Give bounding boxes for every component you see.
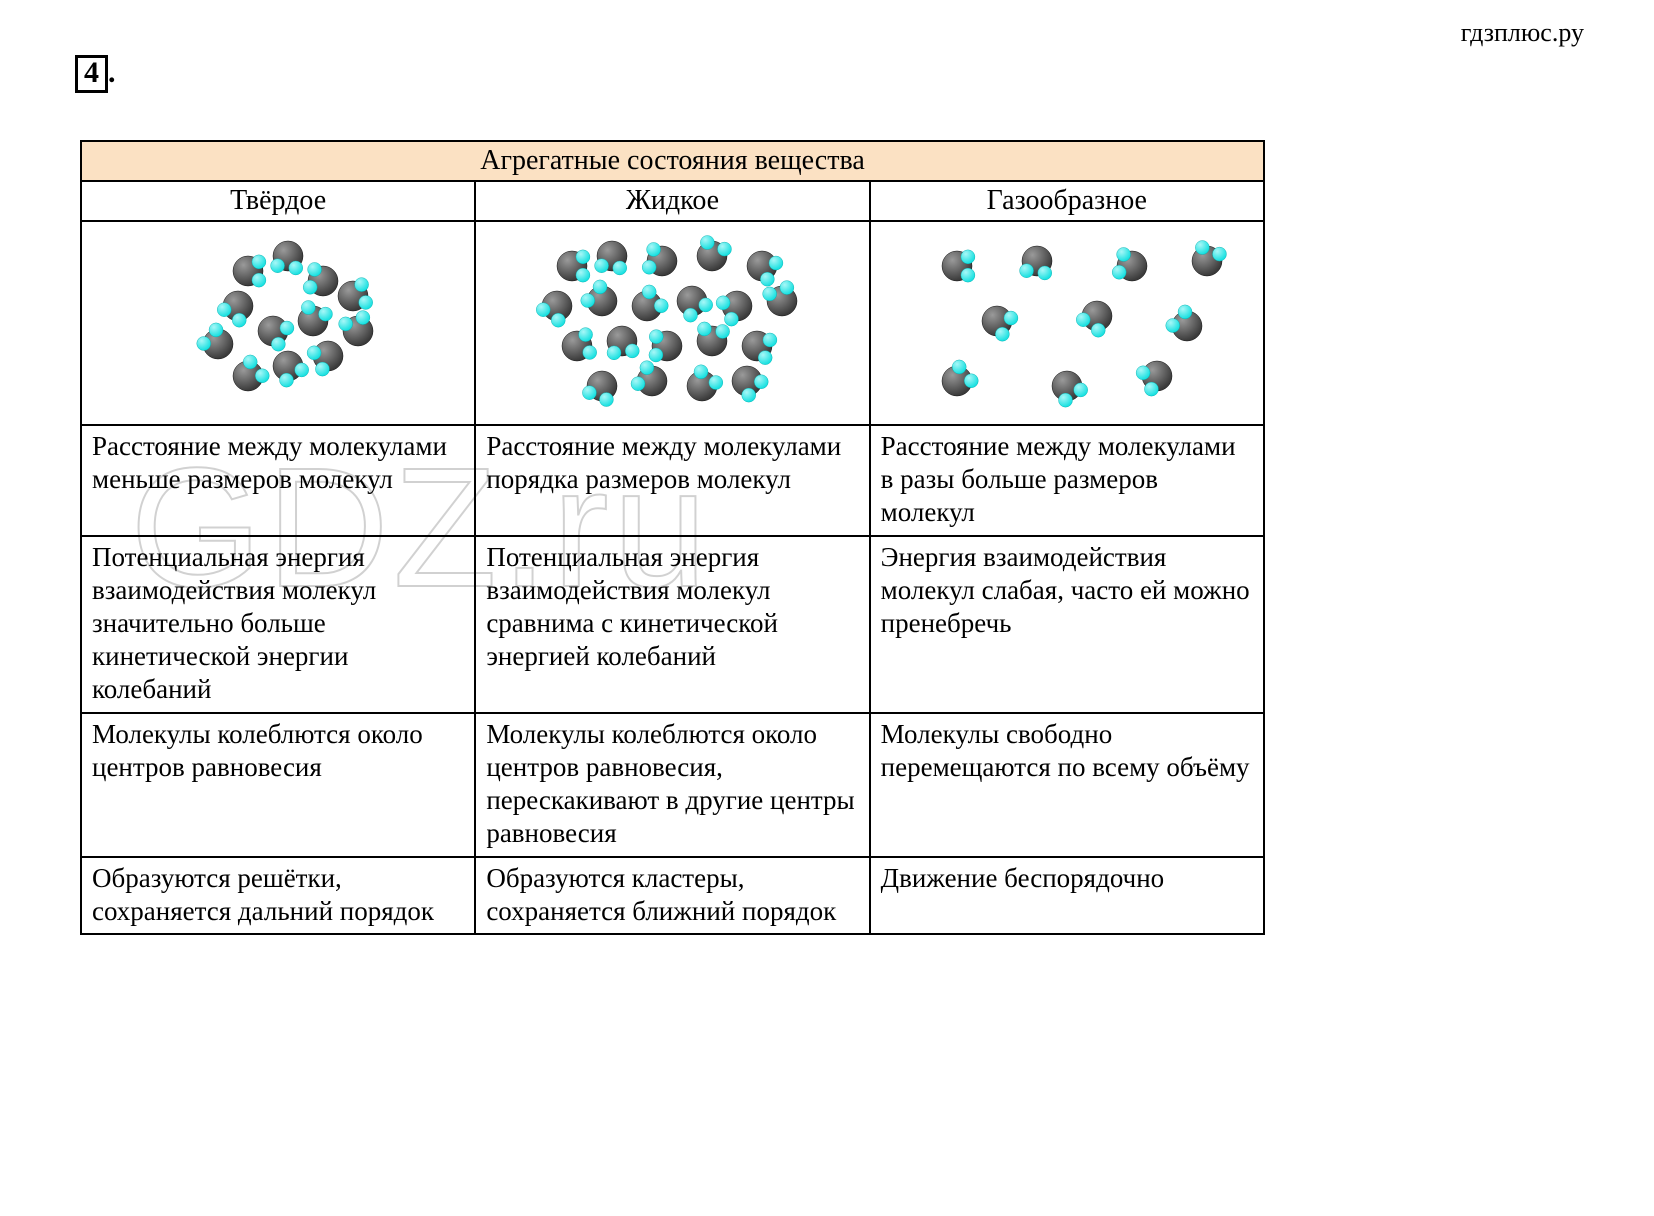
table-cell: Молекулы колеблются около центров равнов… xyxy=(81,713,475,857)
gas-structure-icon xyxy=(887,226,1247,416)
table-cell: Потенциальная энергия взаимодействия мол… xyxy=(81,536,475,713)
table-title: Агрегатные состояния вещества xyxy=(81,141,1264,181)
states-table: Агрегатные состояния вещества Твёрдое Жи… xyxy=(80,140,1265,935)
column-header-solid: Твёрдое xyxy=(81,181,475,221)
column-header-gas: Газообразное xyxy=(870,181,1264,221)
liquid-structure-icon xyxy=(512,226,832,416)
table-cell: Энергия взаимодействия молекул слабая, ч… xyxy=(870,536,1264,713)
task-number: 4. xyxy=(75,55,116,93)
solid-structure-icon xyxy=(148,226,408,416)
site-credit: гдзплюс.ру xyxy=(1461,18,1584,48)
task-number-value: 4 xyxy=(75,55,108,93)
table-cell: Расстояние между молекулами в разы больш… xyxy=(870,425,1264,536)
table-cell: Движение беспорядочно xyxy=(870,857,1264,935)
table-cell: Молекулы колеблются около центров равнов… xyxy=(475,713,869,857)
liquid-structure-cell xyxy=(475,221,869,425)
column-header-liquid: Жидкое xyxy=(475,181,869,221)
table-cell: Расстояние между молекулами порядка разм… xyxy=(475,425,869,536)
table-cell: Расстояние между молекулами меньше разме… xyxy=(81,425,475,536)
table-cell: Образуются решётки, сохраняется дальний … xyxy=(81,857,475,935)
table-cell: Образуются кластеры, сохраняется ближний… xyxy=(475,857,869,935)
table-cell: Потенциальная энергия взаимодействия мол… xyxy=(475,536,869,713)
gas-structure-cell xyxy=(870,221,1264,425)
table-cell: Молекулы свободно перемещаются по всему … xyxy=(870,713,1264,857)
task-number-dot: . xyxy=(108,56,116,89)
solid-structure-cell xyxy=(81,221,475,425)
